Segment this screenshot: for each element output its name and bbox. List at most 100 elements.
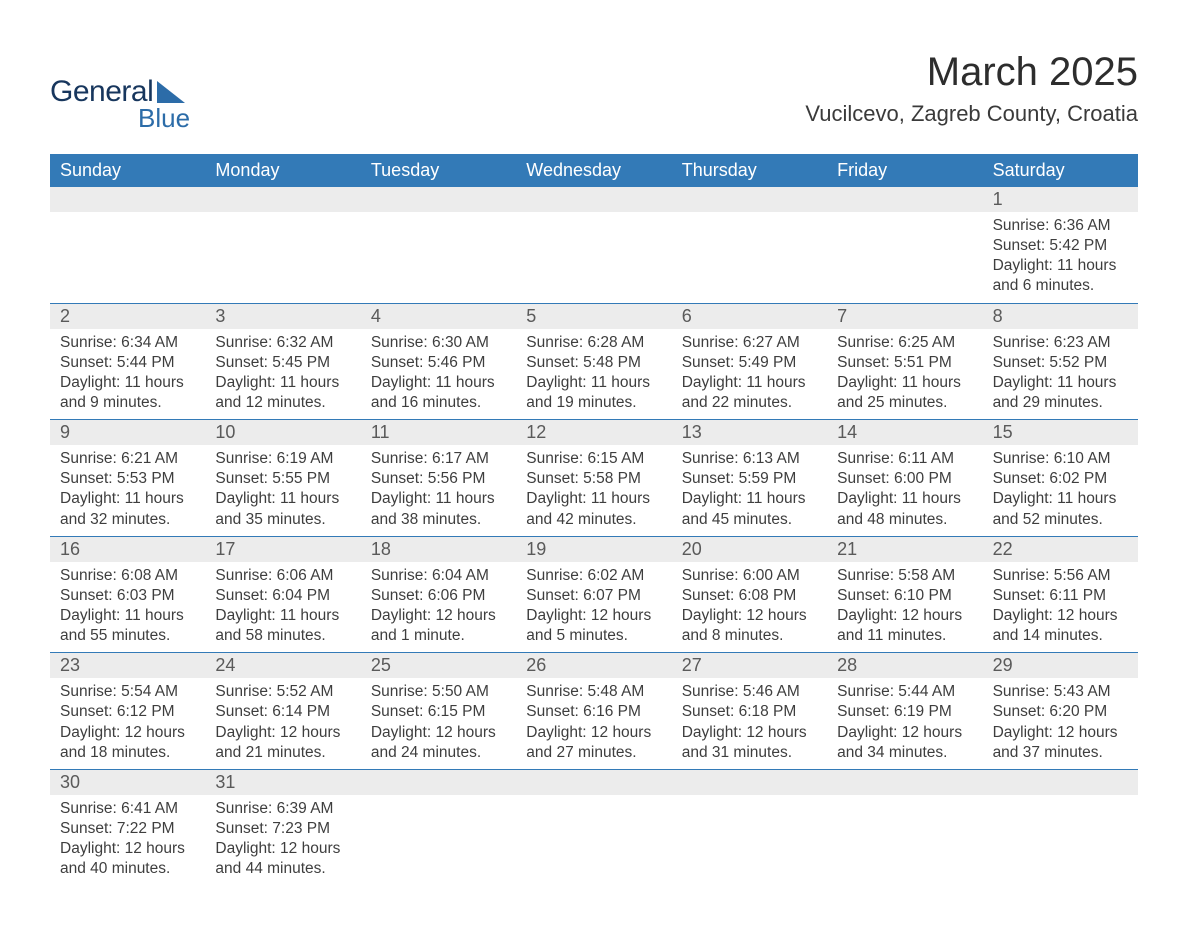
day-number bbox=[50, 187, 205, 212]
day-cell-content: Sunrise: 6:30 AMSunset: 5:46 PMDaylight:… bbox=[361, 329, 516, 420]
day-cell-content: Sunrise: 5:50 AMSunset: 6:15 PMDaylight:… bbox=[361, 678, 516, 769]
logo-text-blue: Blue bbox=[138, 103, 190, 134]
weekday-header: Saturday bbox=[983, 154, 1138, 187]
day-cell-content: Sunrise: 6:17 AMSunset: 5:56 PMDaylight:… bbox=[361, 445, 516, 536]
day-cell-content: Sunrise: 6:06 AMSunset: 6:04 PMDaylight:… bbox=[205, 562, 360, 653]
day-number: 13 bbox=[672, 420, 827, 445]
sunset-text: Sunset: 5:46 PM bbox=[371, 353, 506, 373]
weekday-header: Wednesday bbox=[516, 154, 671, 187]
title-block: March 2025 Vucilcevo, Zagreb County, Cro… bbox=[805, 50, 1138, 127]
day-number: 17 bbox=[205, 537, 360, 562]
sunset-text: Sunset: 6:06 PM bbox=[371, 586, 506, 606]
day-cell-content: Sunrise: 6:36 AMSunset: 5:42 PMDaylight:… bbox=[983, 212, 1138, 303]
day-cell-content: Sunrise: 6:25 AMSunset: 5:51 PMDaylight:… bbox=[827, 329, 982, 420]
sunrise-text: Sunrise: 6:30 AM bbox=[371, 333, 506, 353]
daylight-text: Daylight: 12 hours and 18 minutes. bbox=[60, 723, 195, 763]
daylight-text: Daylight: 12 hours and 5 minutes. bbox=[526, 606, 661, 646]
daylight-text: Daylight: 12 hours and 31 minutes. bbox=[682, 723, 817, 763]
sunset-text: Sunset: 5:45 PM bbox=[215, 353, 350, 373]
calendar: Sunday Monday Tuesday Wednesday Thursday… bbox=[50, 154, 1138, 885]
daylight-text: Daylight: 11 hours and 6 minutes. bbox=[993, 256, 1128, 296]
day-number: 14 bbox=[827, 420, 982, 445]
daylight-text: Daylight: 12 hours and 14 minutes. bbox=[993, 606, 1128, 646]
month-title: March 2025 bbox=[805, 50, 1138, 95]
day-number: 5 bbox=[516, 304, 671, 329]
daylight-text: Daylight: 11 hours and 38 minutes. bbox=[371, 489, 506, 529]
sunset-text: Sunset: 6:10 PM bbox=[837, 586, 972, 606]
sunset-text: Sunset: 6:12 PM bbox=[60, 702, 195, 722]
daylight-text: Daylight: 12 hours and 40 minutes. bbox=[60, 839, 195, 879]
sunset-text: Sunset: 6:18 PM bbox=[682, 702, 817, 722]
week-daynum-strip: 1 bbox=[50, 187, 1138, 212]
sunset-text: Sunset: 7:23 PM bbox=[215, 819, 350, 839]
daylight-text: Daylight: 11 hours and 55 minutes. bbox=[60, 606, 195, 646]
week-content-strip: Sunrise: 6:08 AMSunset: 6:03 PMDaylight:… bbox=[50, 562, 1138, 653]
sunset-text: Sunset: 6:07 PM bbox=[526, 586, 661, 606]
sunrise-text: Sunrise: 6:36 AM bbox=[993, 216, 1128, 236]
day-number: 10 bbox=[205, 420, 360, 445]
daylight-text: Daylight: 11 hours and 12 minutes. bbox=[215, 373, 350, 413]
day-number: 25 bbox=[361, 653, 516, 678]
day-cell-content: Sunrise: 5:44 AMSunset: 6:19 PMDaylight:… bbox=[827, 678, 982, 769]
sunrise-text: Sunrise: 5:58 AM bbox=[837, 566, 972, 586]
day-cell-content: Sunrise: 6:23 AMSunset: 5:52 PMDaylight:… bbox=[983, 329, 1138, 420]
weekday-header: Tuesday bbox=[361, 154, 516, 187]
day-number: 8 bbox=[983, 304, 1138, 329]
sunrise-text: Sunrise: 6:15 AM bbox=[526, 449, 661, 469]
day-cell-content bbox=[516, 212, 671, 303]
day-number: 20 bbox=[672, 537, 827, 562]
day-cell-content: Sunrise: 5:54 AMSunset: 6:12 PMDaylight:… bbox=[50, 678, 205, 769]
daylight-text: Daylight: 12 hours and 34 minutes. bbox=[837, 723, 972, 763]
day-cell-content bbox=[361, 212, 516, 303]
day-cell-content: Sunrise: 6:41 AMSunset: 7:22 PMDaylight:… bbox=[50, 795, 205, 886]
week-content-strip: Sunrise: 6:41 AMSunset: 7:22 PMDaylight:… bbox=[50, 795, 1138, 886]
day-cell-content: Sunrise: 5:58 AMSunset: 6:10 PMDaylight:… bbox=[827, 562, 982, 653]
weekday-header-row: Sunday Monday Tuesday Wednesday Thursday… bbox=[50, 154, 1138, 187]
day-number: 21 bbox=[827, 537, 982, 562]
header: General Blue March 2025 Vucilcevo, Zagre… bbox=[50, 50, 1138, 134]
week-daynum-strip: 9101112131415 bbox=[50, 419, 1138, 445]
day-number: 27 bbox=[672, 653, 827, 678]
week-daynum-strip: 2345678 bbox=[50, 303, 1138, 329]
logo-triangle-icon bbox=[157, 81, 185, 103]
sunset-text: Sunset: 5:55 PM bbox=[215, 469, 350, 489]
day-cell-content: Sunrise: 6:39 AMSunset: 7:23 PMDaylight:… bbox=[205, 795, 360, 886]
sunrise-text: Sunrise: 6:04 AM bbox=[371, 566, 506, 586]
day-number bbox=[983, 770, 1138, 795]
sunrise-text: Sunrise: 6:11 AM bbox=[837, 449, 972, 469]
day-number: 16 bbox=[50, 537, 205, 562]
daylight-text: Daylight: 11 hours and 22 minutes. bbox=[682, 373, 817, 413]
sunset-text: Sunset: 5:52 PM bbox=[993, 353, 1128, 373]
day-number bbox=[516, 187, 671, 212]
sunset-text: Sunset: 6:15 PM bbox=[371, 702, 506, 722]
day-number: 26 bbox=[516, 653, 671, 678]
day-cell-content bbox=[516, 795, 671, 886]
sunset-text: Sunset: 5:48 PM bbox=[526, 353, 661, 373]
daylight-text: Daylight: 11 hours and 48 minutes. bbox=[837, 489, 972, 529]
sunrise-text: Sunrise: 6:02 AM bbox=[526, 566, 661, 586]
day-cell-content bbox=[205, 212, 360, 303]
logo: General Blue bbox=[50, 50, 190, 134]
day-cell-content: Sunrise: 5:52 AMSunset: 6:14 PMDaylight:… bbox=[205, 678, 360, 769]
day-number: 22 bbox=[983, 537, 1138, 562]
sunset-text: Sunset: 5:49 PM bbox=[682, 353, 817, 373]
day-cell-content: Sunrise: 6:11 AMSunset: 6:00 PMDaylight:… bbox=[827, 445, 982, 536]
sunrise-text: Sunrise: 6:13 AM bbox=[682, 449, 817, 469]
sunrise-text: Sunrise: 6:17 AM bbox=[371, 449, 506, 469]
weekday-header: Sunday bbox=[50, 154, 205, 187]
week-daynum-strip: 23242526272829 bbox=[50, 652, 1138, 678]
sunset-text: Sunset: 5:59 PM bbox=[682, 469, 817, 489]
daylight-text: Daylight: 11 hours and 9 minutes. bbox=[60, 373, 195, 413]
day-cell-content bbox=[50, 212, 205, 303]
sunrise-text: Sunrise: 6:00 AM bbox=[682, 566, 817, 586]
daylight-text: Daylight: 12 hours and 24 minutes. bbox=[371, 723, 506, 763]
week-content-strip: Sunrise: 6:34 AMSunset: 5:44 PMDaylight:… bbox=[50, 329, 1138, 420]
day-number: 19 bbox=[516, 537, 671, 562]
sunset-text: Sunset: 5:53 PM bbox=[60, 469, 195, 489]
sunrise-text: Sunrise: 6:10 AM bbox=[993, 449, 1128, 469]
week-content-strip: Sunrise: 5:54 AMSunset: 6:12 PMDaylight:… bbox=[50, 678, 1138, 769]
day-number: 9 bbox=[50, 420, 205, 445]
daylight-text: Daylight: 11 hours and 29 minutes. bbox=[993, 373, 1128, 413]
day-number bbox=[827, 770, 982, 795]
day-number bbox=[205, 187, 360, 212]
